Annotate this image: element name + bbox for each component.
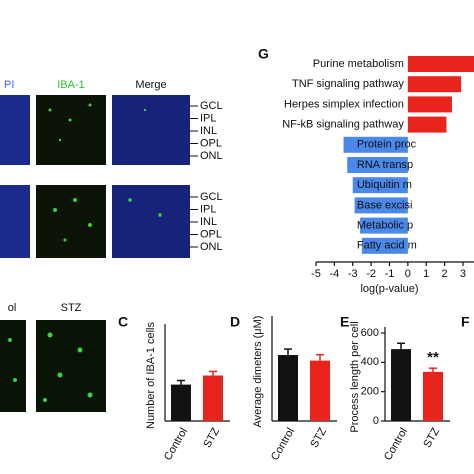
x-tick-label: 1 [423,268,429,280]
layer-label: ONL [200,150,223,162]
category-label: Herpes simplex infection [284,98,404,110]
y-axis-label: Number of IBA-1 cells [145,322,157,429]
bar [407,116,447,133]
stz-image [36,320,106,412]
panel-letter: C [118,314,128,330]
bar [407,96,452,113]
category-label: STZ [308,426,329,450]
layer-label: INL [200,216,217,228]
category-label: Ubiquitin m [357,179,412,191]
layer-label: GCL [200,100,223,112]
micrographs [0,95,190,412]
iba-image [36,95,106,165]
bar [360,217,408,234]
category-label: STZ [201,426,222,450]
panel-letter: F [461,314,470,330]
image-label: STZ [61,302,82,314]
bar [423,371,443,421]
x-tick-label: -2 [366,268,376,280]
y-tick-label: 400 [361,356,379,368]
bar [343,136,408,153]
y-tick-label: 200 [361,386,379,398]
category-label: TNF signaling pathway [292,78,404,90]
bar [310,360,330,421]
merge-image [112,185,190,258]
layer-label: IPL [200,112,217,124]
bar [407,56,474,72]
merge-image [112,95,190,165]
x-tick-label: -4 [329,268,339,280]
y-axis-label: Average dimeters (μM) [252,316,264,428]
y-axis-label: Process length per cell [349,321,361,432]
x-tick-label: -3 [348,268,358,280]
layer-label: INL [200,125,217,137]
layer-label: OPL [200,228,222,240]
bar [361,237,408,254]
bar [352,177,408,194]
x-tick-label: 0 [405,268,411,280]
x-axis-label: log(p-value) [360,283,418,295]
bar-group [343,56,474,254]
layer-label: ONL [200,241,223,253]
annotation: ** [427,349,439,366]
category-label: Control [382,426,410,463]
category-label: Control [162,426,190,463]
bar [347,157,408,173]
dapi-image [0,95,30,165]
x-tick-label: -1 [385,268,395,280]
bar [407,76,462,93]
panel-letter: G [258,46,269,62]
header: IBA-1 [57,79,85,91]
panel-letter: D [230,314,240,330]
iba-image [36,185,106,258]
category-label: Control [269,426,297,463]
image-label: ol [8,302,17,314]
category-label: RNA transp [357,159,413,171]
category-label: Fatty acid m [357,240,417,252]
category-label: STZ [421,426,442,450]
bar [354,197,408,214]
x-tick-label: 3 [460,268,466,280]
header: PI [4,79,14,91]
panel-letter: E [340,314,349,330]
category-label: Metabolic p [357,220,413,232]
category-label: Purine metabolism [313,58,404,70]
bar [171,384,191,421]
layer-label: IPL [200,203,217,215]
category-label: NF-kB signaling pathway [282,119,404,131]
bar [391,349,411,421]
x-tick-label: 2 [442,268,448,280]
bar [278,355,298,421]
y-tick-label: 0 [373,415,379,427]
cell-dots [8,103,162,402]
layer-label: OPL [200,137,222,149]
dapi-image [0,185,30,258]
bar [203,375,223,421]
control-image [0,320,26,412]
category-label: Protein proc [357,139,417,151]
category-label: Base excisi [357,199,413,211]
header: Merge [135,79,166,91]
y-tick-label: 600 [361,327,379,339]
x-tick-label: -5 [311,268,321,280]
layer-label: GCL [200,191,223,203]
